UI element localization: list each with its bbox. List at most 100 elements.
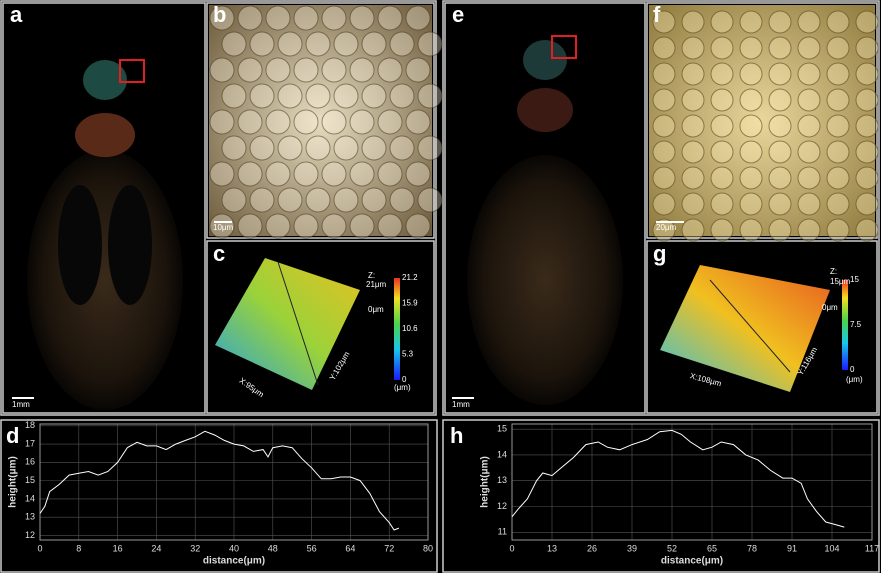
lens [768, 62, 792, 86]
plot-frame [39, 423, 429, 541]
colorbar-tick-label: 15.9 [402, 299, 418, 308]
lens [797, 10, 821, 34]
lens [221, 187, 247, 213]
lens [681, 10, 705, 34]
lens [739, 62, 763, 86]
x-tick-label: 40 [229, 543, 239, 553]
y-tick-label: 15 [25, 475, 35, 485]
colorbar [842, 280, 848, 370]
lens [855, 88, 879, 112]
lens [277, 135, 303, 161]
lens [855, 166, 879, 190]
lens [349, 5, 375, 31]
lens [710, 36, 734, 60]
lens [405, 161, 431, 187]
lens [681, 166, 705, 190]
roi-box [119, 59, 145, 83]
scale-bar-label: 20μm [656, 223, 677, 232]
lens [361, 135, 387, 161]
y-tick-label: 13 [25, 512, 35, 522]
lens [265, 213, 291, 239]
lens-array [209, 5, 879, 242]
colorbar-tick-label: 21.2 [402, 273, 418, 282]
panel-label: b [213, 2, 226, 27]
lens [249, 187, 275, 213]
lens [389, 83, 415, 109]
lens [797, 140, 821, 164]
lens [293, 109, 319, 135]
lens [855, 140, 879, 164]
colorbar-tick-label: 0 [850, 365, 855, 374]
frame [0, 0, 437, 416]
beetle-head [523, 40, 567, 80]
lens [826, 140, 850, 164]
lens [221, 83, 247, 109]
beetle-thorax [517, 88, 573, 132]
lens [855, 62, 879, 86]
lens [768, 114, 792, 138]
lens [855, 10, 879, 34]
lens [652, 192, 676, 216]
lens [855, 114, 879, 138]
lens [652, 10, 676, 34]
panel-frame [646, 240, 878, 414]
lens [768, 192, 792, 216]
lens [377, 109, 403, 135]
lens [681, 218, 705, 242]
lens [305, 83, 331, 109]
colorbar-tick-label: 5.3 [402, 350, 414, 359]
y-tick-label: 12 [497, 501, 507, 511]
y-tick-label: 15 [497, 424, 507, 434]
lens [321, 161, 347, 187]
lens [681, 192, 705, 216]
x-axis-title: distance(μm) [203, 556, 265, 567]
lens [739, 192, 763, 216]
lens [417, 83, 443, 109]
z-max: 21μm [366, 280, 387, 289]
lens [855, 218, 879, 242]
lens [209, 161, 235, 187]
lens [652, 166, 676, 190]
lens [681, 62, 705, 86]
lens [797, 36, 821, 60]
x-tick-label: 39 [627, 543, 637, 553]
lens [305, 135, 331, 161]
x-dim: X:108μm [689, 371, 723, 388]
lens [797, 218, 821, 242]
lens [237, 109, 263, 135]
colorbar-tick-label: 7.5 [850, 320, 862, 329]
lens [209, 57, 235, 83]
lens [277, 187, 303, 213]
x-tick-label: 48 [268, 543, 278, 553]
lens [293, 161, 319, 187]
x-tick-label: 52 [667, 543, 677, 553]
lens [768, 10, 792, 34]
lens [237, 57, 263, 83]
lens [293, 213, 319, 239]
lens [652, 36, 676, 60]
lens [652, 114, 676, 138]
data-line [511, 429, 845, 528]
lens [826, 36, 850, 60]
lens [826, 218, 850, 242]
lens [652, 62, 676, 86]
y-tick-label: 11 [498, 527, 507, 537]
lens [855, 192, 879, 216]
lens [710, 114, 734, 138]
lens [739, 88, 763, 112]
lens [710, 62, 734, 86]
lens [377, 161, 403, 187]
scale-bar-label: 10μm [213, 223, 234, 232]
lens [389, 187, 415, 213]
lens [265, 109, 291, 135]
x-tick-label: 117 [865, 543, 879, 553]
x-tick-label: 0 [37, 543, 42, 553]
lens [768, 88, 792, 112]
lens [377, 57, 403, 83]
lens [681, 88, 705, 112]
x-tick-label: 26 [587, 543, 597, 553]
lens [739, 114, 763, 138]
lens [237, 161, 263, 187]
lens [710, 166, 734, 190]
